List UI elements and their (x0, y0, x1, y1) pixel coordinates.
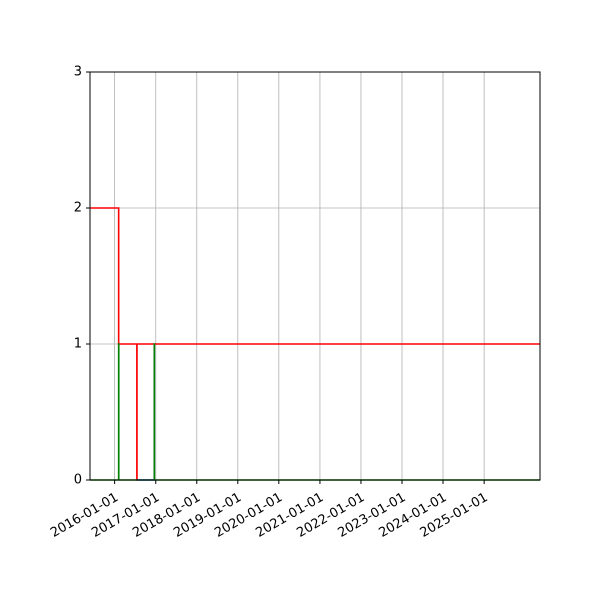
plot-frame (89, 71, 541, 481)
series-line-1 (90, 207, 540, 481)
x-axis: 2016-01-012017-01-012018-01-012019-01-01… (48, 480, 491, 541)
y-tick-label: 1 (74, 337, 82, 352)
y-tick-label: 3 (74, 65, 82, 80)
y-axis: 0 1 2 3 (74, 65, 90, 488)
y-tick-label: 0 (74, 473, 82, 488)
grid (90, 71, 540, 481)
y-tick-label: 2 (74, 201, 82, 216)
series-layer (90, 207, 540, 481)
series-line-2 (90, 343, 540, 481)
